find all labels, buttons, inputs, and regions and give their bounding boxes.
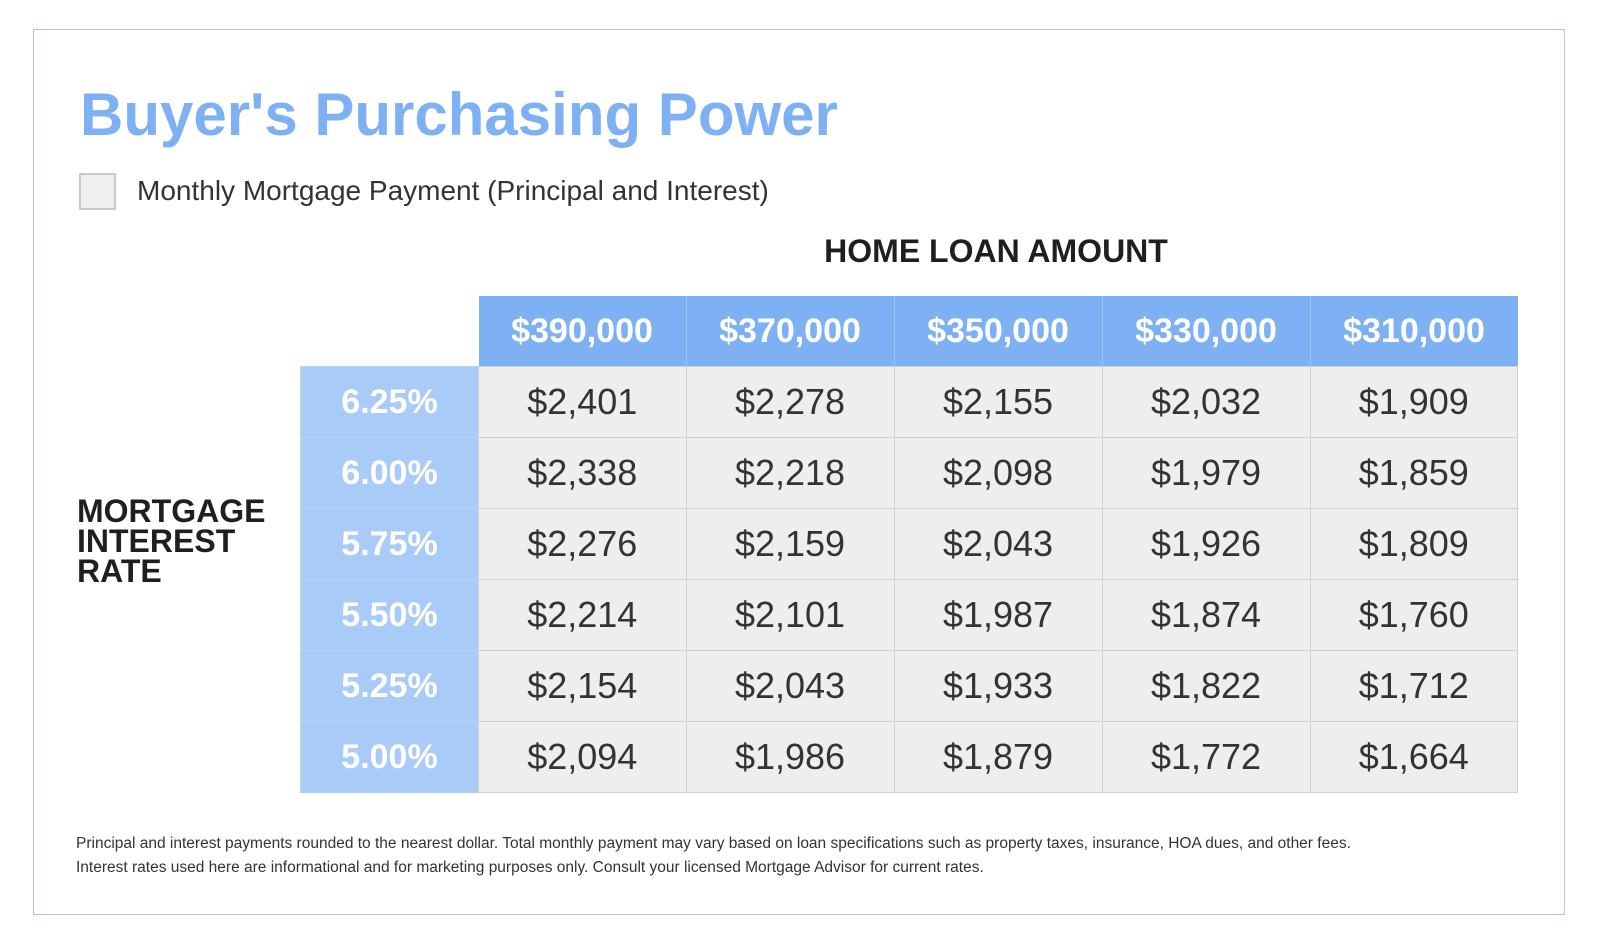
- loan-amount-header: $310,000: [1309, 296, 1518, 367]
- payment-cell: $2,098: [893, 437, 1103, 509]
- interest-rate-cell: 6.25%: [300, 366, 479, 438]
- payment-cell: $2,218: [685, 437, 895, 509]
- column-heading: HOME LOAN AMOUNT: [824, 233, 1168, 269]
- table-row: 5.75% $2,276 $2,159 $2,043 $1,926 $1,809: [300, 508, 1518, 580]
- loan-amount-header: $390,000: [478, 296, 686, 367]
- legend: Monthly Mortgage Payment (Principal and …: [79, 171, 769, 211]
- payment-cell: $2,154: [478, 650, 687, 722]
- payment-cell: $1,822: [1101, 650, 1311, 722]
- table-row: 5.50% $2,214 $2,101 $1,987 $1,874 $1,760: [300, 579, 1518, 651]
- footnote-line: Principal and interest payments rounded …: [76, 835, 1351, 852]
- page-title: Buyer's Purchasing Power: [80, 81, 838, 148]
- row-heading-line: INTEREST: [77, 523, 236, 559]
- payment-cell: $1,760: [1309, 579, 1518, 651]
- payment-cell: $1,874: [1101, 579, 1311, 651]
- legend-label: Monthly Mortgage Payment (Principal and …: [137, 175, 769, 206]
- table-row: 5.25% $2,154 $2,043 $1,933 $1,822 $1,712: [300, 650, 1518, 722]
- payment-cell: $1,712: [1309, 650, 1518, 722]
- interest-rate-cell: 6.00%: [300, 437, 479, 509]
- table-row: 5.00% $2,094 $1,986 $1,879 $1,772 $1,664: [300, 721, 1518, 793]
- table-row: 6.00% $2,338 $2,218 $2,098 $1,979 $1,859: [300, 437, 1518, 509]
- loan-amount-header: $330,000: [1101, 296, 1310, 367]
- payment-cell: $2,155: [893, 366, 1103, 438]
- table-corner: [301, 296, 479, 367]
- row-heading-line: RATE: [77, 553, 162, 589]
- interest-rate-cell: 5.50%: [300, 579, 479, 651]
- payment-cell: $2,338: [478, 437, 687, 509]
- payment-cell: $2,043: [685, 650, 895, 722]
- payment-cell: $2,032: [1101, 366, 1311, 438]
- footnote: Principal and interest payments rounded …: [76, 832, 1536, 880]
- payment-cell: $2,278: [685, 366, 895, 438]
- payment-cell: $1,879: [893, 721, 1103, 793]
- payment-cell: $1,986: [685, 721, 895, 793]
- legend-swatch: [79, 172, 116, 210]
- interest-rate-cell: 5.25%: [300, 650, 479, 722]
- interest-rate-cell: 5.75%: [300, 508, 479, 580]
- payment-cell: $1,809: [1309, 508, 1518, 580]
- footnote-line: Interest rates used here are information…: [76, 859, 984, 876]
- row-heading-line: MORTGAGE: [77, 493, 266, 529]
- payment-cell: $2,094: [478, 721, 687, 793]
- payment-cell: $1,859: [1309, 437, 1518, 509]
- interest-rate-cell: 5.00%: [300, 721, 479, 793]
- payment-cell: $1,933: [893, 650, 1103, 722]
- payment-cell: $2,276: [478, 508, 687, 580]
- loan-amount-header: $350,000: [893, 296, 1102, 367]
- payment-table: $390,000 $370,000 $350,000 $330,000 $310…: [300, 296, 1518, 793]
- payment-cell: $1,979: [1101, 437, 1311, 509]
- payment-cell: $2,101: [685, 579, 895, 651]
- payment-cell: $1,909: [1309, 366, 1518, 438]
- payment-cell: $1,987: [893, 579, 1103, 651]
- loan-amount-header-row: $390,000 $370,000 $350,000 $330,000 $310…: [301, 296, 1518, 367]
- payment-cell: $1,926: [1101, 508, 1311, 580]
- row-heading: MORTGAGE INTEREST RATE: [77, 493, 297, 589]
- loan-amount-header: $370,000: [685, 296, 894, 367]
- payment-cell: $2,043: [893, 508, 1103, 580]
- payment-cell: $1,664: [1309, 721, 1518, 793]
- table-row: 6.25% $2,401 $2,278 $2,155 $2,032 $1,909: [300, 366, 1518, 438]
- payment-cell: $1,772: [1101, 721, 1311, 793]
- payment-cell: $2,159: [685, 508, 895, 580]
- payment-cell: $2,401: [478, 366, 687, 438]
- payment-cell: $2,214: [478, 579, 687, 651]
